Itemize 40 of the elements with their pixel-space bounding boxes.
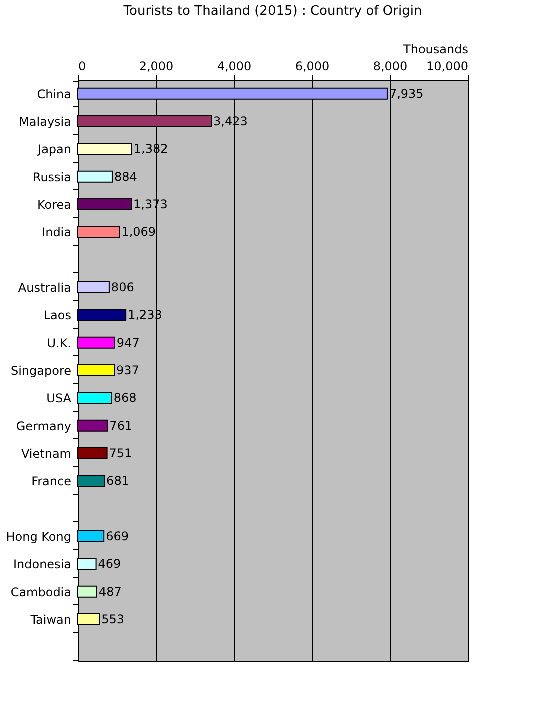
data-label: 487	[98, 584, 122, 599]
y-tick-label: Hong Kong	[6, 530, 72, 544]
data-label: 681	[106, 474, 130, 488]
y-tick-label: Malaysia	[19, 115, 72, 129]
data-label: 469	[98, 557, 122, 572]
x-tick-label: 8,000	[373, 60, 408, 74]
y-tick-label: Australia	[18, 281, 72, 295]
chart-title: Tourists to Thailand (2015) : Country of Origin	[122, 4, 422, 19]
data-label: 947	[116, 336, 140, 350]
data-label: 669	[106, 530, 129, 544]
x-tick-label: 2,000	[139, 60, 174, 74]
y-tick-label: USA	[46, 392, 72, 406]
data-label: 553	[102, 612, 124, 626]
data-label: 806	[111, 280, 134, 294]
y-tick-label: China	[37, 87, 72, 102]
data-label: 1,069	[122, 225, 156, 240]
y-tick-label: Singapore	[10, 364, 72, 378]
y-tick-label: France	[32, 474, 72, 489]
data-label: 751	[109, 446, 132, 460]
y-tick-label: India	[42, 226, 72, 240]
y-tick-label: Cambodia	[10, 585, 72, 600]
y-tick-label: Laos	[44, 308, 72, 323]
y-tick-label: U.K.	[47, 336, 72, 350]
data-label: 761	[110, 418, 133, 433]
x-tick-label: 10,000	[426, 60, 468, 74]
y-tick-label: Korea	[37, 198, 72, 212]
x-tick-label: 0	[78, 60, 86, 74]
y-tick-label: Germany	[16, 419, 72, 434]
y-tick-label: Japan	[37, 142, 72, 157]
data-label: 937	[116, 364, 140, 378]
y-tick-label: Indonesia	[13, 558, 72, 572]
data-label: 7,935	[389, 86, 424, 101]
data-label: 884	[114, 170, 138, 184]
x-tick-label: 6,000	[295, 60, 330, 74]
y-tick-label: Taiwan	[30, 613, 72, 627]
y-tick-label: Russia	[32, 170, 72, 184]
data-label: 868	[114, 391, 137, 406]
y-tick-label: Vietnam	[21, 447, 72, 461]
x-tick-label: 4,000	[217, 60, 252, 74]
x-axis-title: Thousands	[402, 42, 468, 56]
